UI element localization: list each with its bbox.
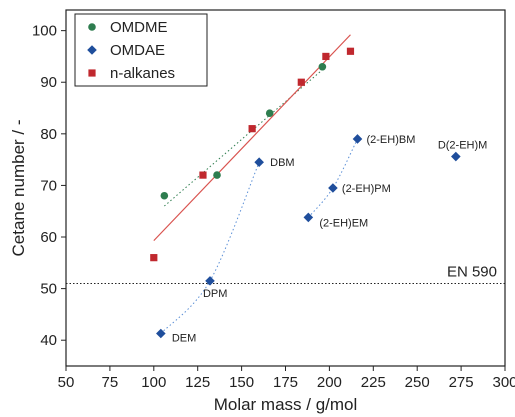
omdme-point <box>318 62 327 71</box>
omdme-point <box>160 191 169 200</box>
omdae-point-label: DEM <box>172 332 196 344</box>
omdme-point <box>265 109 274 117</box>
omdae-point <box>303 212 314 223</box>
omdae-point <box>156 328 166 339</box>
x-tick-label: 150 <box>229 374 254 391</box>
omdae-point <box>352 134 363 144</box>
x-tick-label: 250 <box>405 374 430 391</box>
omdae-point-label: D(2-EH)M <box>438 140 488 152</box>
plot-area: 50 75 100 125 150 175 200 225 250 275 300 40 50 60 70 8… <box>9 9 515 414</box>
y-tick-label: 40 <box>40 332 57 349</box>
reference-line-label: EN 590 <box>447 263 497 280</box>
omdme-fit-line <box>164 66 327 207</box>
x-tick-label: 100 <box>141 374 166 391</box>
legend-marker <box>88 69 96 77</box>
omdme-point <box>213 171 221 179</box>
legend-entry: OMDME <box>110 19 168 36</box>
x-tick-label: 75 <box>102 374 119 391</box>
n-alkanes-point <box>199 171 207 179</box>
y-tick-label: 100 <box>32 23 57 40</box>
n-alkanes-point <box>322 52 330 61</box>
legend-box <box>74 13 208 87</box>
x-tick-label: 200 <box>317 374 342 391</box>
y-tick-label: 90 <box>40 74 57 91</box>
x-tick-label: 50 <box>58 374 75 391</box>
y-tick-label: 80 <box>40 126 57 143</box>
y-tick-label: 70 <box>40 177 57 194</box>
x-tick-label: 300 <box>492 374 515 391</box>
omdae-point <box>328 183 338 193</box>
x-tick-label: 275 <box>449 374 474 391</box>
omdae-point <box>451 151 461 162</box>
omdae-point-label: DBM <box>270 157 294 169</box>
y-tick-label: 60 <box>40 229 57 246</box>
y-tick-label: 50 <box>40 281 57 298</box>
omdae-point-label: (2-EH)BM <box>366 134 415 146</box>
y-axis-title: Cetane number / - <box>9 119 28 256</box>
n-alkanes-point <box>150 254 158 262</box>
omdae-point-label: (2-EH)PM <box>342 183 391 195</box>
omdae-fit-curve-2 <box>307 138 358 218</box>
x-tick-label: 125 <box>185 374 210 391</box>
n-alkanes-point <box>297 78 305 86</box>
legend-marker <box>88 23 96 31</box>
x-tick-label: 175 <box>273 374 298 391</box>
omdae-point-label: (2-EH)EM <box>319 217 368 229</box>
omdae-point <box>254 157 264 168</box>
omdae-point <box>205 276 215 286</box>
omdae-point-label: DPM <box>203 288 227 300</box>
legend-marker <box>87 45 97 55</box>
legend-entry: OMDAE <box>110 42 165 59</box>
n-alkanes-fit-line <box>153 34 351 242</box>
x-axis-title: Molar mass / g/mol <box>214 395 358 414</box>
n-alkanes-point <box>346 47 355 55</box>
omdae-fit-curve-1 <box>160 162 260 334</box>
n-alkanes-point <box>248 125 256 133</box>
legend-entry: n-alkanes <box>110 65 175 82</box>
x-tick-label: 225 <box>361 374 386 391</box>
